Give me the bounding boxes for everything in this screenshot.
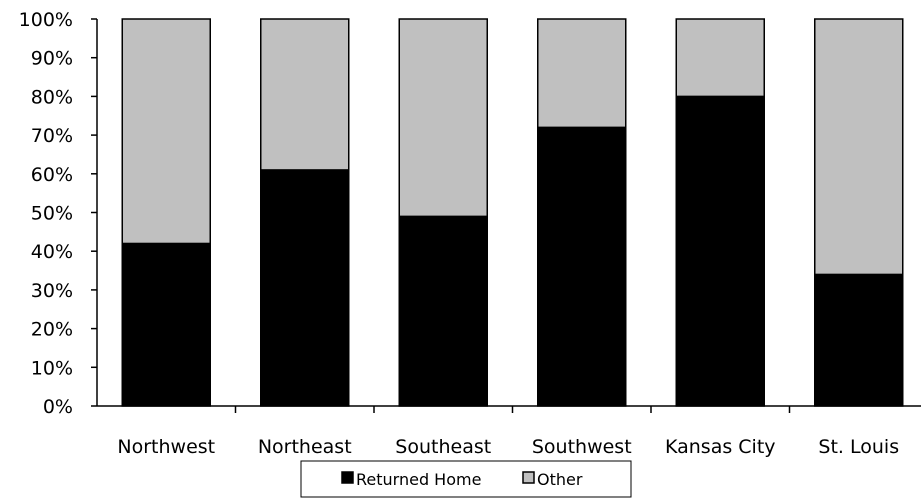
bars-group [121,18,904,407]
y-tick-label: 90% [31,48,73,70]
y-tick-label: 20% [31,319,73,341]
legend-swatch-other [522,471,535,484]
bar-other-3 [537,18,627,129]
x-category-label: Northeast [258,436,352,458]
y-tick-label: 50% [31,203,73,225]
bar-returned-home-4 [675,95,765,407]
legend-box [300,460,632,498]
y-tick-label: 0% [43,396,73,418]
axes-group: Northwest Northeast Southeast Southwest Kans… [19,9,921,458]
bar-other-5 [814,18,904,276]
x-category-label: Kansas City [665,436,776,458]
bar-returned-home-3 [537,126,627,407]
legend: Returned Home Other [300,460,632,498]
y-tick-label: 60% [31,164,73,186]
legend-label-other: Other [537,470,583,489]
bar-other-4 [675,18,765,98]
x-category-label: St. Louis [818,436,899,458]
legend-label-returned-home: Returned Home [356,470,481,489]
bar-returned-home-1 [260,169,350,407]
y-tick-label: 30% [31,280,73,302]
y-tick-label: 10% [31,357,73,379]
bar-returned-home-0 [121,242,211,407]
y-tick-label: 70% [31,125,73,147]
y-tick-label: 100% [19,9,73,31]
y-tick-label: 40% [31,241,73,263]
bar-returned-home-2 [398,215,488,407]
bar-other-2 [398,18,488,218]
y-tick-label: 80% [31,86,73,108]
x-category-label: Southwest [532,436,632,458]
x-category-label: Northwest [117,436,215,458]
legend-swatch-returned-home [341,471,354,484]
bar-returned-home-5 [814,273,904,407]
bar-other-1 [260,18,350,171]
bar-other-0 [121,18,211,245]
x-category-label: Southeast [395,436,491,458]
